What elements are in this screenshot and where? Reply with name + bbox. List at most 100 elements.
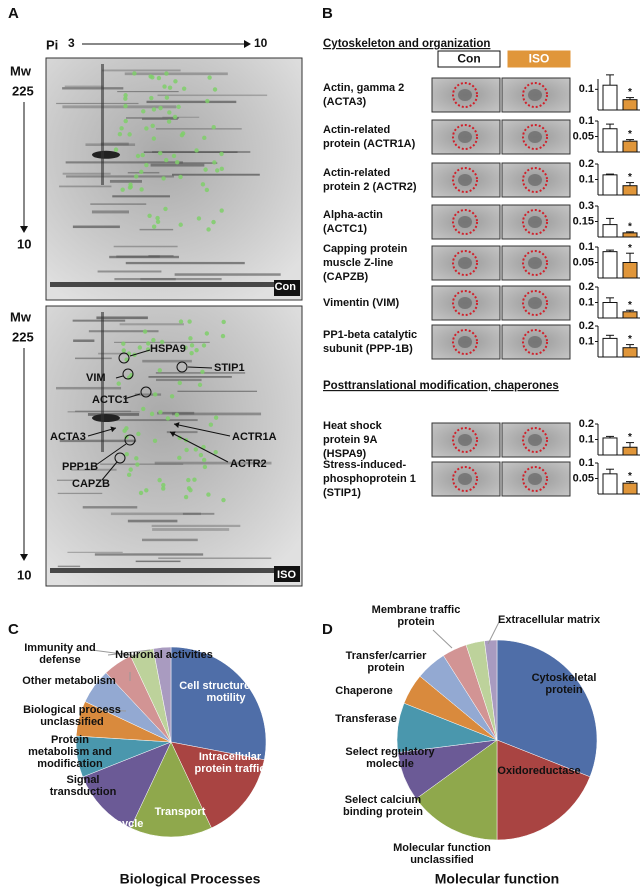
significance: * bbox=[628, 243, 632, 254]
gel-marker bbox=[163, 157, 169, 163]
pie-slice bbox=[170, 741, 265, 829]
gel-band bbox=[135, 560, 181, 563]
gel-marker bbox=[215, 168, 220, 173]
leader-line bbox=[91, 649, 139, 657]
gel-marker bbox=[212, 87, 218, 92]
gel-spot bbox=[92, 150, 120, 159]
gel-marker bbox=[124, 451, 129, 457]
gel-band bbox=[172, 173, 260, 176]
gel-marker bbox=[156, 75, 162, 81]
gel-band bbox=[65, 161, 183, 164]
leader-line bbox=[99, 709, 127, 712]
gel-marker bbox=[202, 135, 207, 141]
spot-circle bbox=[522, 290, 548, 316]
bar bbox=[622, 232, 638, 238]
gel-band bbox=[102, 69, 181, 72]
gel-band bbox=[171, 412, 262, 416]
gel-band bbox=[155, 372, 246, 374]
gel-band bbox=[110, 512, 201, 516]
gel-band bbox=[57, 565, 81, 568]
y-tick-label: 0.1 bbox=[579, 241, 594, 253]
gel-band bbox=[85, 143, 136, 146]
gel-marker bbox=[193, 447, 198, 452]
gel-band bbox=[117, 91, 179, 93]
pie-label: Select regulatory molecule bbox=[345, 746, 435, 770]
pie-slice bbox=[152, 646, 172, 743]
gel-band bbox=[150, 163, 205, 167]
spot-circle bbox=[122, 368, 134, 380]
gel-band bbox=[148, 376, 232, 378]
gel-marker bbox=[138, 490, 144, 496]
pie-label: Transport bbox=[154, 806, 206, 818]
gel-streak bbox=[101, 312, 104, 452]
bar bbox=[602, 224, 618, 238]
gel-band bbox=[152, 528, 230, 531]
spot bbox=[458, 257, 472, 269]
spot-label: CAPZB bbox=[72, 478, 110, 490]
gel-marker bbox=[157, 368, 162, 373]
gel-marker bbox=[123, 118, 128, 124]
gel-marker bbox=[173, 79, 178, 84]
pie-slice bbox=[496, 639, 598, 778]
gel-marker bbox=[157, 477, 162, 483]
row-label: Actin-related bbox=[323, 124, 390, 136]
gel-band bbox=[154, 461, 272, 465]
mw-bottom: 10 bbox=[17, 567, 31, 582]
pie-label: Cell cycle bbox=[92, 818, 144, 830]
section-header: Cytoskeleton and organization bbox=[323, 38, 490, 50]
gel-marker bbox=[135, 153, 141, 159]
gel-marker bbox=[116, 381, 121, 386]
y-tick-label: 0.3 bbox=[579, 200, 594, 212]
spot-circle bbox=[522, 82, 548, 108]
spot-circle bbox=[124, 434, 136, 446]
spot-circle bbox=[522, 124, 548, 150]
callout-line bbox=[169, 431, 229, 463]
gel-band bbox=[151, 524, 241, 527]
spot bbox=[458, 174, 472, 186]
spot-circle bbox=[522, 329, 548, 355]
gel-marker bbox=[149, 95, 154, 101]
gel-marker bbox=[183, 494, 189, 500]
gel-band bbox=[112, 195, 170, 198]
gel-marker bbox=[211, 219, 216, 225]
gel-marker bbox=[166, 119, 172, 124]
gel-marker bbox=[221, 319, 226, 325]
gel-bottom bbox=[50, 568, 298, 573]
gel-band bbox=[142, 359, 192, 363]
gel-marker bbox=[167, 110, 172, 115]
gel-band bbox=[97, 270, 162, 273]
bar bbox=[602, 174, 618, 196]
spot-circle bbox=[140, 386, 152, 398]
gel-marker bbox=[178, 319, 184, 324]
gel-band bbox=[82, 506, 138, 509]
bar bbox=[622, 482, 638, 495]
spot bbox=[528, 473, 542, 485]
gel-marker bbox=[135, 462, 140, 467]
gel-marker bbox=[158, 151, 163, 156]
gel-band bbox=[56, 479, 79, 481]
gel-marker bbox=[201, 457, 207, 463]
gel-band bbox=[66, 175, 174, 178]
gel-bottom bbox=[50, 282, 298, 287]
gel-marker bbox=[152, 438, 158, 443]
gel-marker bbox=[155, 219, 161, 225]
bar bbox=[602, 251, 618, 279]
gel-marker bbox=[189, 343, 195, 348]
significance: * bbox=[628, 221, 632, 232]
gel-marker bbox=[213, 450, 218, 455]
callout-line bbox=[187, 366, 213, 369]
gel-band bbox=[156, 378, 202, 382]
gel-marker bbox=[126, 472, 132, 478]
gel-marker bbox=[219, 151, 224, 157]
gel-marker bbox=[172, 114, 178, 120]
gel-marker bbox=[164, 71, 169, 76]
y-tick-label: 0.1 bbox=[579, 335, 594, 347]
gel-band bbox=[59, 439, 137, 443]
pie-slice bbox=[496, 739, 591, 841]
y-tick-label: 0.2 bbox=[579, 281, 594, 293]
gel-marker bbox=[120, 187, 125, 192]
gel-marker bbox=[122, 428, 127, 433]
protein-rows: Actin, gamma 2 (ACTA3) 0.1 * Actin-related pr… bbox=[323, 74, 640, 499]
gel-band bbox=[127, 171, 160, 174]
pi-end: 10 bbox=[254, 36, 268, 50]
